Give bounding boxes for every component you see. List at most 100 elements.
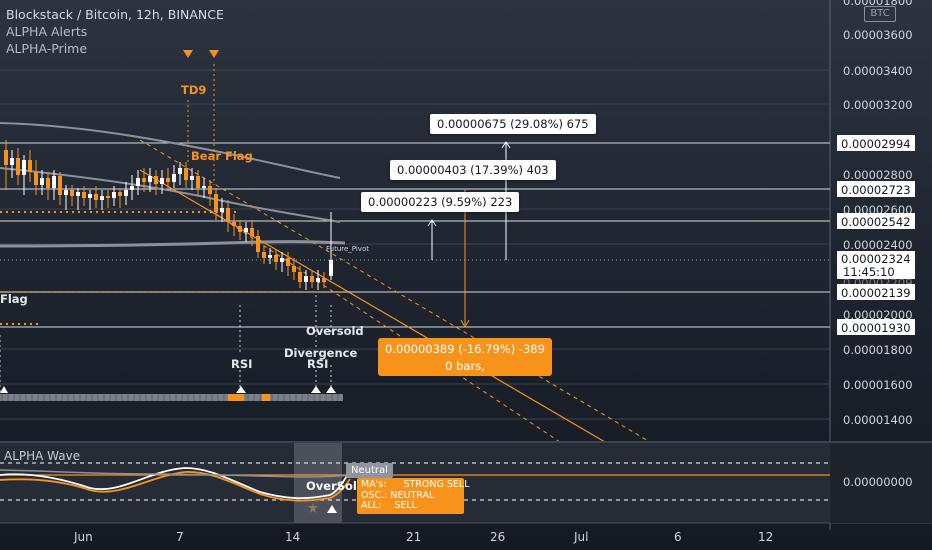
- symbol-title[interactable]: Blockstack / Bitcoin, 12h, BINANCE: [6, 7, 224, 22]
- candle-body[interactable]: [280, 258, 284, 262]
- candle-body[interactable]: [28, 160, 32, 172]
- time-tick: Jul: [573, 530, 588, 544]
- candle-body[interactable]: [94, 194, 98, 200]
- channel-lower-line: [209, 209, 561, 443]
- ma-label: MA's:: [361, 479, 387, 490]
- signal-up-triangle-2: [311, 386, 321, 393]
- td9-triangle-2: [209, 50, 219, 58]
- measure-down-box: 0.00000389 (-16.79%) -389 0 bars,: [378, 338, 552, 376]
- candle-body[interactable]: [292, 266, 296, 272]
- wave-tick: 0.00000000: [843, 475, 913, 489]
- candle-body[interactable]: [34, 172, 38, 185]
- candle-body[interactable]: [64, 190, 68, 195]
- svg-text:0.00002994: 0.00002994: [841, 137, 911, 151]
- time-tick: 7: [176, 530, 184, 544]
- candle-body[interactable]: [244, 228, 248, 232]
- candle-body[interactable]: [286, 258, 290, 266]
- candle-body[interactable]: [316, 278, 320, 282]
- candle-body[interactable]: [220, 208, 224, 212]
- candle-body[interactable]: [184, 168, 188, 180]
- oversold-label: Oversold: [306, 324, 364, 338]
- svg-text:0.00002324: 0.00002324: [841, 252, 911, 266]
- candle-body[interactable]: [52, 176, 56, 188]
- candle-body[interactable]: [106, 196, 110, 198]
- candle-body[interactable]: [329, 260, 333, 276]
- candle-body[interactable]: [46, 178, 50, 188]
- svg-text:0.00002139: 0.00002139: [841, 286, 911, 300]
- candle-body[interactable]: [262, 252, 266, 258]
- candle-body[interactable]: [268, 255, 272, 258]
- ma-row: MA's: STRONG SELL: [361, 479, 470, 491]
- all-value: SELL: [394, 500, 417, 511]
- candle-body[interactable]: [142, 178, 146, 182]
- candle-body[interactable]: [70, 190, 74, 196]
- candle-body[interactable]: [166, 178, 170, 182]
- all-label: ALL:: [361, 500, 382, 511]
- candle-body[interactable]: [214, 194, 218, 212]
- future-pivot-label: Future_Pivot: [326, 245, 369, 253]
- wave-line-white: [0, 467, 351, 500]
- candle-body[interactable]: [160, 178, 164, 184]
- signal-up-triangle-0: [0, 386, 8, 393]
- candle-body[interactable]: [310, 276, 314, 282]
- candle-body[interactable]: [124, 190, 128, 196]
- candle-body[interactable]: [76, 192, 80, 196]
- candle-body[interactable]: [232, 222, 236, 226]
- ma-curve-upper: [0, 122, 341, 179]
- candle-body[interactable]: [172, 174, 176, 182]
- indicator-alpha-alerts[interactable]: ALPHA Alerts: [6, 24, 88, 39]
- candle-body[interactable]: [118, 192, 122, 196]
- time-tick: 14: [285, 530, 300, 544]
- countdown: 11:45:10: [843, 265, 895, 279]
- svg-text:0.00001930: 0.00001930: [841, 321, 911, 335]
- flag-label: Flag: [0, 292, 28, 306]
- indicator-alpha-prime[interactable]: ALPHA-Prime: [6, 41, 88, 56]
- candle-body[interactable]: [100, 196, 104, 200]
- time-tick: 12: [758, 530, 773, 544]
- candle-body[interactable]: [154, 176, 158, 184]
- candle-body[interactable]: [178, 168, 182, 174]
- candle-body[interactable]: [304, 276, 308, 282]
- chart-header: Blockstack / Bitcoin, 12h, BINANCE ALPHA…: [6, 6, 224, 57]
- candle-body[interactable]: [298, 272, 302, 282]
- bear-flag-label: Bear Flag: [191, 149, 253, 163]
- candle-body[interactable]: [274, 255, 278, 262]
- candle-body[interactable]: [58, 176, 62, 195]
- signal-bar: [0, 394, 343, 401]
- price-axis[interactable]: 0.00003600 0.00003400 0.00003200 0.00002…: [843, 0, 913, 489]
- price-tick: 0.00003600: [843, 28, 913, 42]
- current-price-tag: [837, 251, 915, 279]
- candle-body[interactable]: [16, 158, 20, 175]
- candle-body[interactable]: [112, 192, 116, 198]
- candle-body[interactable]: [40, 178, 44, 185]
- ma-curve-lower: [0, 240, 346, 248]
- price-tick: 0.00003400: [843, 64, 913, 78]
- candle-body[interactable]: [4, 150, 8, 165]
- candle-body[interactable]: [322, 278, 326, 282]
- candle-body[interactable]: [82, 192, 86, 198]
- measure-down-line1: 0.00000389 (-16.79%) -389: [385, 342, 545, 356]
- candle-body[interactable]: [22, 160, 26, 175]
- candle-body[interactable]: [148, 176, 152, 182]
- currency-badge[interactable]: BTC: [864, 6, 896, 22]
- candle-body[interactable]: [130, 186, 134, 190]
- candle-body[interactable]: [226, 208, 230, 222]
- candle-body[interactable]: [208, 186, 212, 194]
- all-row: ALL: SELL: [361, 500, 460, 512]
- price-tick-partial: 0.00001800: [843, 0, 913, 8]
- candle-body[interactable]: [10, 158, 14, 165]
- candle-body[interactable]: [88, 194, 92, 198]
- divergence-label: Divergence: [284, 346, 358, 360]
- osc-value: NEUTRAL: [390, 489, 435, 501]
- candle-body[interactable]: [136, 178, 140, 186]
- candle-body[interactable]: [190, 176, 194, 180]
- candle-body[interactable]: [196, 176, 200, 188]
- wave-panel-title[interactable]: ALPHA Wave: [4, 449, 81, 463]
- candle-body[interactable]: [238, 226, 242, 232]
- candle-body[interactable]: [202, 186, 206, 188]
- candle-body[interactable]: [250, 228, 254, 236]
- osc-row: OSC.: NEUTRAL: [361, 489, 460, 502]
- level-tag-2994: [837, 135, 915, 151]
- candle-body[interactable]: [256, 236, 260, 252]
